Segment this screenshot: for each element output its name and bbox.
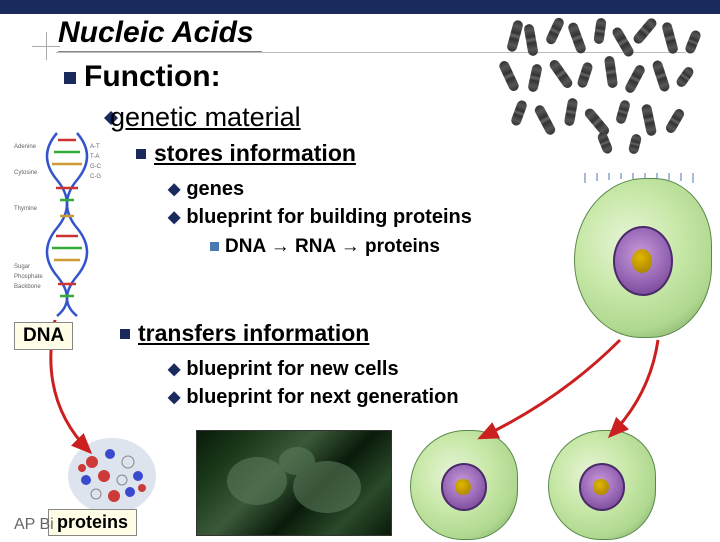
footer-text: AP Bi	[14, 516, 54, 534]
bullet-l2-genetic-material: genetic material	[104, 100, 301, 133]
svg-text:C-G: C-G	[90, 174, 101, 180]
bullet-l4-next-gen: ◆ blueprint for next generation	[168, 386, 459, 409]
chromosomes-figure	[500, 12, 710, 162]
cell-figure-child-2	[548, 430, 656, 540]
diamond-bullet-icon: ◆	[168, 359, 180, 379]
protein-figure	[62, 432, 162, 520]
svg-text:Cytosine: Cytosine	[14, 170, 38, 176]
square-bullet-icon	[64, 72, 76, 84]
l4d-text: blueprint for next generation	[186, 386, 458, 408]
l2-text: genetic material	[110, 102, 301, 132]
svg-text:Sugar: Sugar	[14, 264, 30, 270]
square-bullet-icon	[120, 329, 130, 339]
arrow-cell-to-child2	[610, 340, 658, 436]
nucleolus	[455, 479, 470, 495]
svg-text:Phosphate: Phosphate	[14, 274, 43, 280]
svg-text:T-A: T-A	[90, 154, 99, 160]
svg-text:A-T: A-T	[90, 144, 100, 150]
l4a-text: genes	[186, 178, 244, 200]
svg-text:Adenine: Adenine	[14, 144, 37, 150]
l4b-text: blueprint for building proteins	[186, 206, 472, 228]
l5-text: DNA → RNA → proteins	[225, 236, 440, 257]
svg-text:Backbone: Backbone	[14, 284, 41, 290]
proteins-label-box: proteins	[48, 509, 137, 536]
cell-figure-parent	[574, 178, 712, 338]
diamond-bullet-icon: ◆	[168, 179, 180, 199]
slide-title: Nucleic Acids	[58, 16, 262, 52]
bullet-l1-function: Function:	[64, 60, 221, 94]
diamond-bullet-icon: ◆	[168, 387, 180, 407]
bullet-l4-blueprint-proteins: ◆ blueprint for building proteins	[168, 206, 472, 229]
square-bullet-icon	[136, 149, 146, 159]
bullet-l4-genes: ◆ genes	[168, 178, 244, 201]
square-bullet-icon	[210, 242, 219, 251]
bullet-l5-flow: DNA → RNA → proteins	[210, 236, 440, 258]
nucleus	[441, 463, 488, 511]
l1-text: Function:	[84, 60, 221, 93]
cell-figure-child-1	[410, 430, 518, 540]
svg-text:G-C: G-C	[90, 164, 102, 170]
l3a-text: stores information	[154, 140, 356, 166]
l3b-text: transfers information	[138, 320, 369, 346]
diamond-bullet-icon: ◆	[168, 207, 180, 227]
dna-label-box: DNA	[14, 322, 73, 350]
crosshair-decoration	[32, 36, 60, 64]
micrograph-figure	[196, 430, 392, 536]
nucleus	[579, 463, 626, 511]
bullet-l3-transfers: transfers information	[120, 320, 369, 347]
nucleolus	[593, 479, 608, 495]
dna-helix-figure: Adenine Cytosine Thymine Sugar Phosphate…	[12, 128, 107, 318]
l4c-text: blueprint for new cells	[186, 358, 398, 380]
arrow-cell-to-child1	[480, 340, 620, 438]
bullet-l3-stores: stores information	[136, 140, 356, 167]
svg-text:Thymine: Thymine	[14, 206, 38, 212]
bullet-l4-new-cells: ◆ blueprint for new cells	[168, 358, 399, 381]
